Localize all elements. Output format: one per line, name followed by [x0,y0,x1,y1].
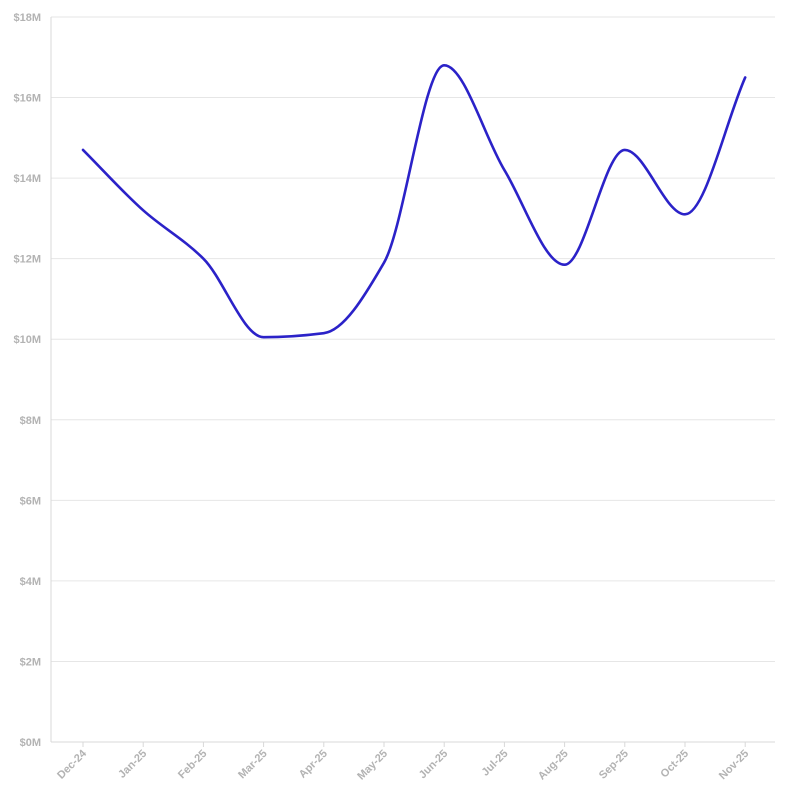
y-tick-label: $14M [13,173,41,185]
x-tick-label: Jun-25 [417,748,451,782]
y-tick-label: $0M [20,737,41,749]
y-tick-label: $6M [20,495,41,507]
x-tick-label: Sep-25 [597,748,631,782]
x-tick-label: Oct-25 [658,748,691,781]
y-tick-label: $16M [13,93,41,105]
x-tick-label: Jul-25 [480,748,511,779]
x-tick-label: Apr-25 [297,748,330,781]
x-tick-label: Aug-25 [536,748,571,783]
series-line [81,64,747,339]
y-tick-label: $12M [13,254,41,266]
y-tick-label: $4M [20,576,41,588]
y-tick-label: $2M [20,656,41,668]
y-tick-label: $18M [13,12,41,24]
y-axis-ticks: $0M $2M $4M $6M $8M $10M $12M $14M $16M $18M [13,12,41,749]
x-tick-label: Dec-24 [55,747,90,782]
y-tick-label: $8M [20,415,41,427]
x-tick-label: Nov-25 [717,748,751,782]
gridlines [51,16,775,662]
series-group [81,64,747,339]
x-tick-label: Feb-25 [176,748,210,782]
y-tick-label: $10M [13,334,41,346]
x-tick-label: Mar-25 [236,748,270,782]
x-tick-label: May-25 [355,748,390,783]
x-tick-label: Jan-25 [116,748,149,781]
x-axis-ticks: Dec-24 Jan-25 Feb-25 Mar-25 Apr-25 May-25 Jun-… [55,742,751,782]
